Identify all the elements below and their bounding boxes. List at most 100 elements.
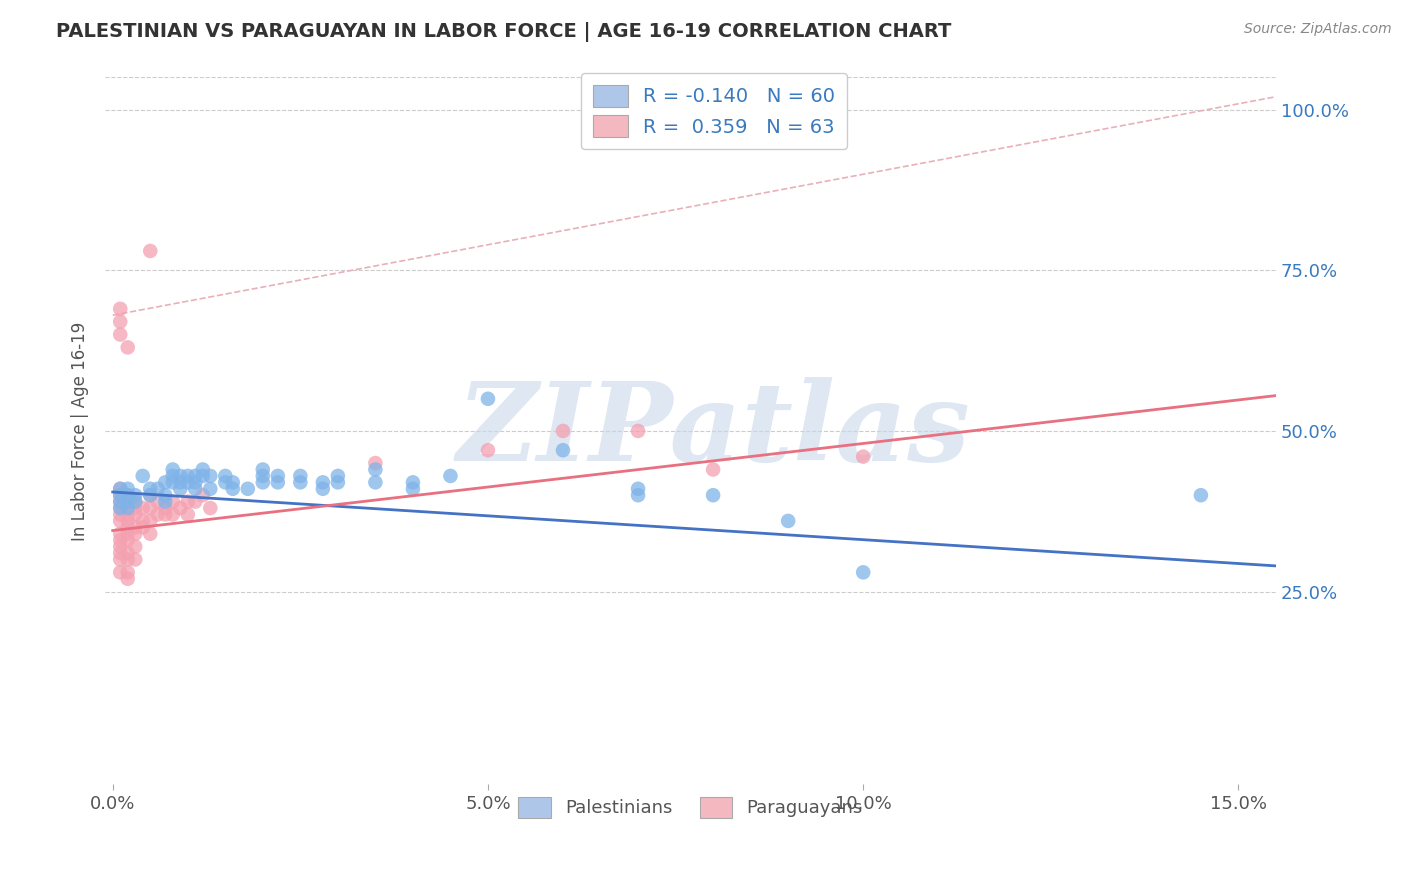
Point [124, 508, 146, 522]
Point [110, 301, 132, 316]
Point [110, 533, 132, 548]
Point [124, 494, 146, 508]
Point [184, 494, 207, 508]
Point [477, 392, 499, 406]
Point [627, 424, 650, 438]
Point [177, 469, 200, 483]
Point [117, 526, 139, 541]
Point [110, 540, 132, 554]
Y-axis label: In Labor Force | Age 16-19: In Labor Force | Age 16-19 [72, 321, 89, 541]
Point [117, 520, 139, 534]
Point [222, 475, 245, 490]
Point [627, 488, 650, 502]
Point [267, 475, 290, 490]
Point [117, 340, 139, 354]
Point [290, 475, 312, 490]
Point [778, 514, 800, 528]
Point [117, 552, 139, 566]
Point [117, 508, 139, 522]
Point [117, 488, 139, 502]
Point [551, 424, 574, 438]
Point [162, 475, 184, 490]
Point [132, 469, 155, 483]
Point [252, 462, 274, 476]
Point [117, 514, 139, 528]
Point [326, 469, 349, 483]
Point [117, 572, 139, 586]
Point [139, 244, 162, 258]
Point [132, 514, 155, 528]
Point [110, 482, 132, 496]
Point [402, 482, 425, 496]
Point [110, 327, 132, 342]
Point [169, 482, 191, 496]
Point [364, 456, 387, 470]
Point [139, 514, 162, 528]
Point [139, 526, 162, 541]
Point [184, 469, 207, 483]
Point [169, 475, 191, 490]
Point [551, 443, 574, 458]
Point [200, 501, 222, 516]
Point [439, 469, 461, 483]
Point [110, 501, 132, 516]
Point [117, 488, 139, 502]
Point [155, 488, 177, 502]
Point [252, 469, 274, 483]
Point [191, 488, 214, 502]
Point [139, 488, 162, 502]
Point [177, 494, 200, 508]
Point [477, 443, 499, 458]
Point [124, 552, 146, 566]
Point [146, 494, 169, 508]
Point [117, 494, 139, 508]
Point [124, 540, 146, 554]
Point [702, 462, 724, 476]
Point [162, 469, 184, 483]
Point [852, 566, 875, 580]
Point [110, 501, 132, 516]
Point [110, 526, 132, 541]
Point [139, 482, 162, 496]
Point [110, 514, 132, 528]
Point [214, 469, 236, 483]
Point [155, 501, 177, 516]
Point [110, 494, 132, 508]
Point [852, 450, 875, 464]
Point [110, 552, 132, 566]
Point [402, 475, 425, 490]
Point [200, 482, 222, 496]
Point [139, 501, 162, 516]
Point [110, 566, 132, 580]
Point [222, 482, 245, 496]
Point [364, 475, 387, 490]
Point [702, 488, 724, 502]
Point [169, 469, 191, 483]
Point [627, 482, 650, 496]
Point [110, 508, 132, 522]
Point [169, 501, 191, 516]
Point [191, 469, 214, 483]
Point [117, 533, 139, 548]
Point [1189, 488, 1212, 502]
Point [117, 546, 139, 560]
Point [191, 462, 214, 476]
Point [177, 475, 200, 490]
Point [110, 488, 132, 502]
Point [162, 508, 184, 522]
Point [162, 462, 184, 476]
Point [312, 482, 335, 496]
Point [155, 494, 177, 508]
Point [124, 501, 146, 516]
Point [117, 482, 139, 496]
Text: PALESTINIAN VS PARAGUAYAN IN LABOR FORCE | AGE 16-19 CORRELATION CHART: PALESTINIAN VS PARAGUAYAN IN LABOR FORCE… [56, 22, 952, 42]
Point [184, 482, 207, 496]
Point [110, 482, 132, 496]
Point [124, 488, 146, 502]
Point [162, 494, 184, 508]
Point [184, 475, 207, 490]
Point [132, 520, 155, 534]
Point [110, 488, 132, 502]
Point [146, 482, 169, 496]
Text: ZIPatlas: ZIPatlas [457, 377, 972, 484]
